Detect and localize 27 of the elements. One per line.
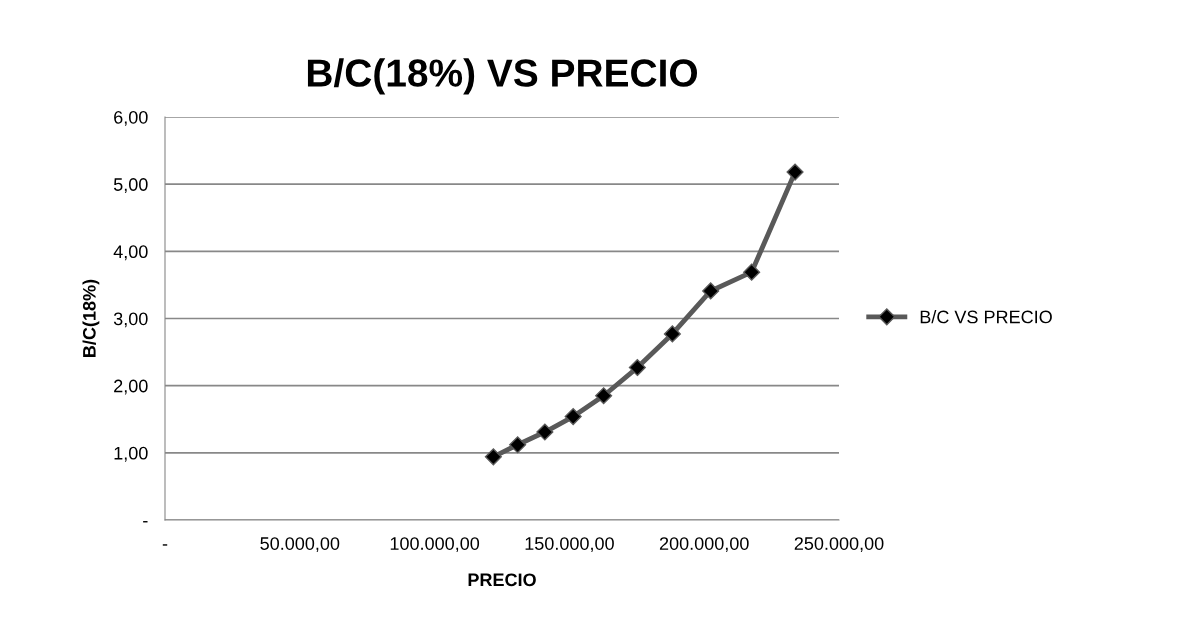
legend-label: B/C VS PRECIO (920, 310, 1052, 324)
y-tick-label: 4,00 (113, 245, 148, 261)
point (702, 282, 720, 300)
x-tick-label: 50.000,00 (260, 537, 340, 553)
x-tick-label: 150.000,00 (525, 537, 614, 553)
x-tick-label: 250.000,00 (794, 537, 884, 553)
point (509, 436, 527, 454)
x-tick-label: - (162, 544, 168, 546)
point (536, 423, 554, 441)
y-tick-label: 5,00 (113, 178, 148, 194)
point (595, 387, 613, 405)
y-tick-label: - (143, 521, 148, 523)
y-tick-label: 1,00 (114, 446, 148, 462)
point (743, 263, 761, 281)
point (786, 163, 804, 181)
x-tick-label: 200.000,00 (659, 537, 749, 553)
y-tick-label: 6,00 (114, 110, 148, 126)
chart-title: B/C(18%) VS PRECIO (307, 58, 698, 95)
y-tick-label: 2,00 (114, 379, 148, 395)
point (484, 448, 502, 466)
point (663, 325, 681, 343)
x-axis-title: PRECIO (468, 573, 536, 587)
point (628, 358, 646, 377)
y-tick-label: 3,00 (113, 312, 148, 328)
x-tick-label: 100.000,00 (390, 537, 480, 553)
y-axis-title: B/C(18%) (82, 279, 100, 357)
point (564, 408, 582, 426)
